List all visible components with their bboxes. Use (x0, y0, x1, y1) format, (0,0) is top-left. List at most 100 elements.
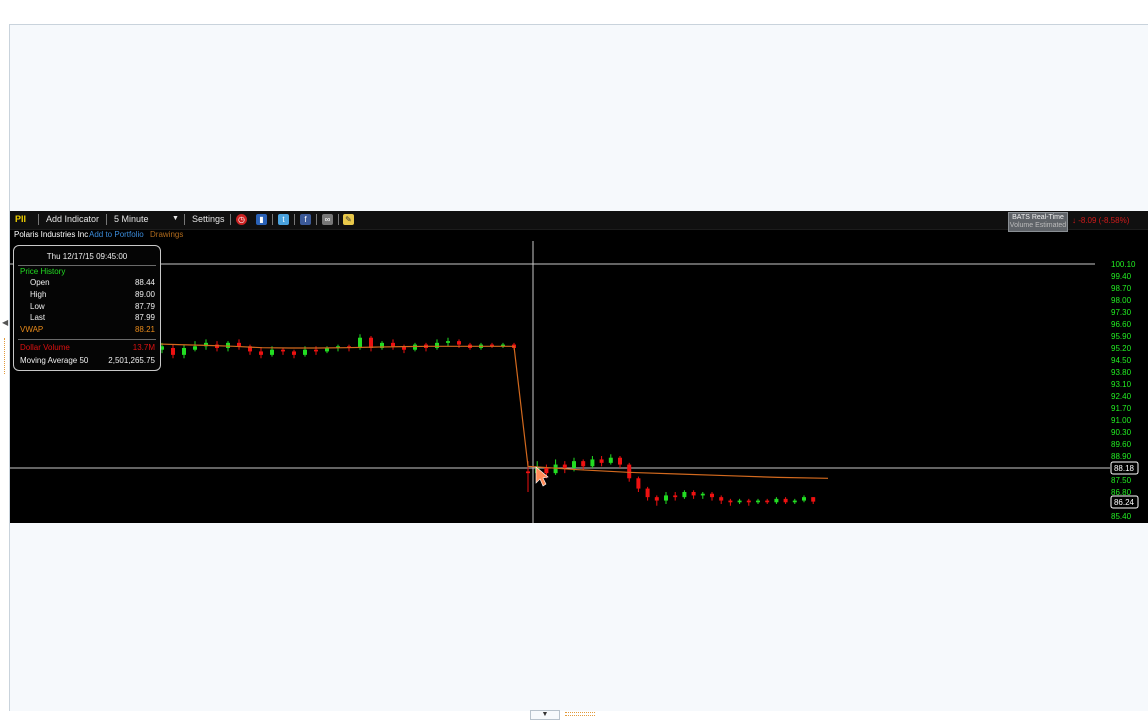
crosshair-price-box: 88.18 (1110, 461, 1139, 475)
candle-body (811, 497, 816, 502)
candle-body (413, 344, 417, 350)
candle-body (627, 464, 632, 479)
info-datetime: Thu 12/17/15 09:45:00 (46, 252, 128, 261)
candle-body (336, 346, 340, 348)
candle-body (182, 348, 186, 355)
y-tick-label: 86.80 (1111, 488, 1132, 497)
info-row-open: Open 88.44 (20, 278, 155, 289)
y-tick-label: 85.40 (1111, 512, 1132, 521)
candle-body (590, 459, 595, 467)
dollar-volume-value: 13.7M (132, 343, 155, 352)
info-divider (18, 265, 156, 266)
chart-toolbar: PII Add Indicator 5 Minute ▼ Settings ◷ … (10, 211, 1148, 232)
note-icon[interactable]: ✎ (343, 214, 354, 225)
low-label: Low (30, 302, 45, 311)
moving-average-label: Moving Average 50 (20, 356, 89, 365)
settings-button[interactable]: Settings (192, 214, 225, 224)
candle-body (608, 457, 613, 463)
resize-grip[interactable] (565, 712, 595, 716)
y-tick-label: 95.20 (1111, 344, 1132, 353)
chevron-left-icon[interactable]: ◀ (2, 318, 9, 327)
open-value: 88.44 (134, 278, 155, 287)
low-value: 87.79 (134, 302, 155, 311)
symbol-label[interactable]: PII (15, 214, 27, 224)
candle-body (160, 346, 164, 350)
vwap-label: VWAP (20, 325, 44, 334)
y-tick-label: 90.30 (1111, 428, 1132, 437)
candle-body (783, 498, 788, 503)
candle-body (756, 500, 760, 503)
glasses-icon[interactable]: ∞ (322, 214, 333, 225)
candle-body (599, 459, 604, 463)
y-axis: 100.10 99.40 98.70 98.00 97.30 96.60 95.90 95.2… (1111, 260, 1136, 521)
candle-body (457, 341, 461, 345)
vwap-value: 88.21 (134, 325, 155, 334)
candle-body (802, 497, 806, 501)
candle-body (792, 500, 797, 503)
candle-body (710, 493, 714, 498)
candle-body (765, 500, 770, 503)
candle-body (259, 351, 263, 355)
candle-body (562, 464, 567, 468)
facebook-icon[interactable]: f (300, 214, 311, 225)
dollar-volume-label: Dollar Volume (20, 343, 70, 352)
y-tick-label: 93.80 (1111, 368, 1132, 377)
y-tick-label: 92.40 (1111, 392, 1132, 401)
price-info-panel: Thu 12/17/15 09:45:00 Price History Open… (13, 245, 161, 371)
mouse-cursor-icon (535, 466, 549, 487)
y-tick-label: 91.70 (1111, 404, 1132, 413)
candle-body (435, 342, 439, 348)
candle-body (553, 464, 558, 474)
add-indicator-button[interactable]: Add Indicator (46, 214, 100, 224)
candle-body (358, 337, 362, 348)
toolbar-divider (230, 214, 231, 225)
info-row-low: Low 87.79 (20, 302, 155, 313)
info-section-title: Price History (20, 267, 66, 276)
candle-body (391, 342, 395, 347)
candle-body (281, 349, 285, 352)
moving-average-value: 2,501,265.75 (108, 356, 155, 365)
candles-group (160, 334, 816, 506)
crosshair-price-label: 88.18 (1114, 464, 1135, 473)
candle-body (581, 461, 586, 467)
twitter-icon[interactable]: t (278, 214, 289, 225)
y-tick-label: 91.00 (1111, 416, 1132, 425)
toolbar-divider (106, 214, 107, 225)
crosshair (10, 241, 1110, 523)
chevron-down-icon[interactable]: ▼ (172, 215, 179, 222)
candle-body (691, 492, 696, 496)
candle-body (737, 500, 742, 503)
add-to-portfolio-link[interactable]: Add to Portfolio (89, 230, 144, 239)
candle-body (171, 348, 175, 355)
chart-panel: PII Add Indicator 5 Minute ▼ Settings ◷ … (10, 211, 1148, 523)
info-row-dollar-volume: Dollar Volume 13.7M (20, 343, 155, 354)
candle-body (446, 341, 450, 343)
price-chart[interactable]: 100.10 99.40 98.70 98.00 97.30 96.60 95.90 95.2… (10, 211, 1148, 523)
candle-body (369, 337, 373, 348)
last-value: 87.99 (134, 313, 155, 322)
toolbar-divider (38, 214, 39, 225)
y-tick-label: 98.70 (1111, 284, 1132, 293)
candle-body (774, 498, 779, 503)
open-label: Open (30, 278, 50, 287)
candle-body (719, 497, 724, 501)
feed-volume-label: Volume Estimated (1009, 222, 1067, 229)
candle-body (226, 342, 230, 348)
feed-source-label: BATS Real-Time (1012, 214, 1064, 221)
drawings-link[interactable]: Drawings (150, 230, 184, 239)
candle-body (402, 346, 406, 350)
vwap-line (149, 343, 829, 479)
clock-icon[interactable]: ◷ (236, 214, 247, 225)
candle-body (325, 348, 329, 352)
candle-body (204, 342, 208, 347)
candle-body (501, 344, 505, 347)
book-icon[interactable]: ▮ (256, 214, 267, 225)
last-label: Last (30, 313, 46, 322)
y-tick-label: 88.90 (1111, 452, 1132, 461)
candle-body (248, 346, 252, 352)
collapse-tab[interactable]: ▼ (530, 710, 560, 720)
candle-body (618, 457, 622, 465)
resize-grip[interactable] (4, 338, 6, 374)
toolbar-divider (272, 214, 273, 225)
interval-select[interactable]: 5 Minute (114, 214, 149, 224)
